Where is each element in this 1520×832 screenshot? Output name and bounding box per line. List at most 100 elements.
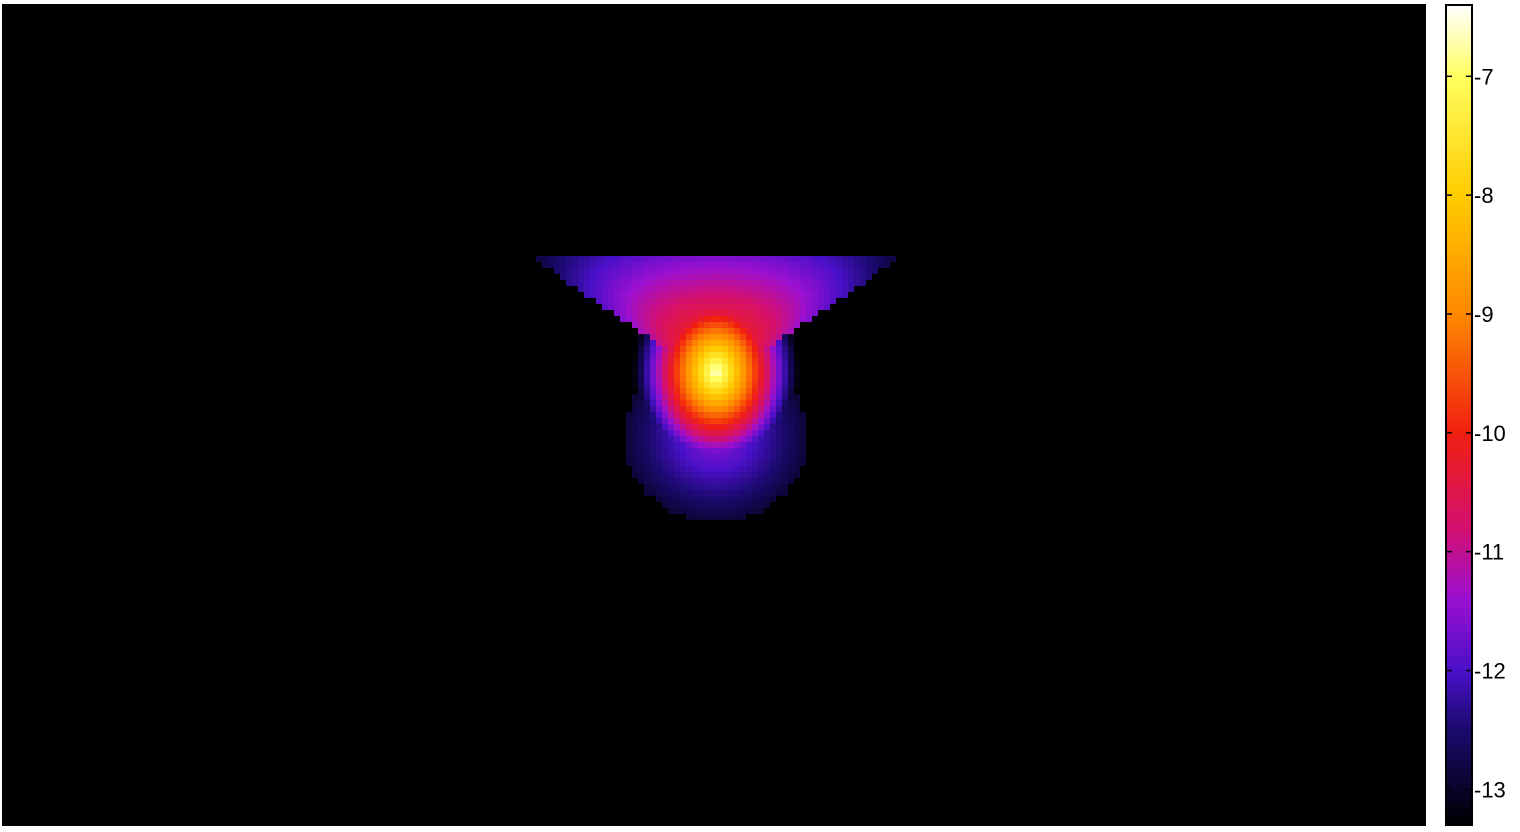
heatmap-plot-area xyxy=(2,4,1426,826)
heatmap-cell xyxy=(566,280,572,286)
heatmap-cell xyxy=(758,454,764,460)
heatmap-cell xyxy=(686,514,692,520)
heatmap-cell xyxy=(728,364,734,370)
heatmap-cell xyxy=(794,370,800,376)
heatmap-cell xyxy=(770,268,776,274)
heatmap-cell xyxy=(776,340,782,346)
heatmap-cell xyxy=(674,400,680,406)
heatmap-cell xyxy=(650,274,656,280)
heatmap-cell xyxy=(704,460,710,466)
heatmap-cell xyxy=(734,430,740,436)
heatmap-cell xyxy=(656,358,662,364)
heatmap-cell xyxy=(626,256,632,262)
heatmap-cell xyxy=(740,514,746,520)
heatmap-cell xyxy=(770,424,776,430)
heatmap-cell xyxy=(638,322,644,328)
heatmap-cell xyxy=(764,304,770,310)
heatmap-cell xyxy=(728,460,734,466)
heatmap-cell xyxy=(818,256,824,262)
heatmap-cell xyxy=(788,394,794,400)
heatmap-cell xyxy=(692,322,698,328)
heatmap-cell xyxy=(758,262,764,268)
heatmap-cell xyxy=(662,466,668,472)
heatmap-cell xyxy=(788,418,794,424)
heatmap-cell xyxy=(806,274,812,280)
heatmap-cell xyxy=(764,268,770,274)
heatmap-cell xyxy=(566,274,572,280)
heatmap-cell xyxy=(770,490,776,496)
heatmap-cell xyxy=(776,316,782,322)
heatmap-cell xyxy=(626,418,632,424)
heatmap-cell xyxy=(638,418,644,424)
heatmap-cell xyxy=(722,466,728,472)
heatmap-cell xyxy=(548,262,554,268)
heatmap-cell xyxy=(668,448,674,454)
heatmap-cell xyxy=(680,442,686,448)
heatmap-cell xyxy=(770,256,776,262)
heatmap-cell xyxy=(800,310,806,316)
heatmap-cell xyxy=(728,376,734,382)
heatmap-cell xyxy=(680,274,686,280)
heatmap-cell xyxy=(662,472,668,478)
heatmap-cell xyxy=(764,388,770,394)
heatmap-cell xyxy=(776,442,782,448)
heatmap-cell xyxy=(572,280,578,286)
heatmap-cell xyxy=(686,334,692,340)
heatmap-cell xyxy=(764,322,770,328)
heatmap-cell xyxy=(782,340,788,346)
heatmap-cell xyxy=(572,274,578,280)
heatmap-cell xyxy=(560,256,566,262)
heatmap-cell xyxy=(716,502,722,508)
heatmap-cell xyxy=(716,460,722,466)
heatmap-cell xyxy=(710,376,716,382)
heatmap-cell xyxy=(716,328,722,334)
heatmap-cell xyxy=(770,436,776,442)
heatmap-cell xyxy=(656,322,662,328)
heatmap-cell xyxy=(620,298,626,304)
heatmap-cell xyxy=(848,268,854,274)
heatmap-cell xyxy=(650,466,656,472)
heatmap-cell xyxy=(656,448,662,454)
heatmap-cell xyxy=(800,268,806,274)
heatmap-cell xyxy=(770,484,776,490)
heatmap-cell xyxy=(812,262,818,268)
heatmap-cell xyxy=(662,256,668,262)
heatmap-cell xyxy=(620,274,626,280)
heatmap-cell xyxy=(770,418,776,424)
heatmap-cell xyxy=(746,418,752,424)
heatmap-cell xyxy=(716,394,722,400)
heatmap-cell xyxy=(638,256,644,262)
heatmap-cell xyxy=(722,286,728,292)
heatmap-cell xyxy=(710,286,716,292)
heatmap-cell xyxy=(560,274,566,280)
heatmap-cell xyxy=(794,316,800,322)
heatmap-cell xyxy=(656,490,662,496)
heatmap-cell xyxy=(734,406,740,412)
heatmap-cell xyxy=(662,460,668,466)
heatmap-cell xyxy=(728,496,734,502)
heatmap-cell xyxy=(764,424,770,430)
heatmap-cell xyxy=(650,388,656,394)
heatmap-cell xyxy=(746,424,752,430)
heatmap-cell xyxy=(734,388,740,394)
heatmap-cell xyxy=(740,418,746,424)
heatmap-cell xyxy=(734,424,740,430)
heatmap-cell xyxy=(776,352,782,358)
heatmap-cell xyxy=(698,478,704,484)
heatmap-cell xyxy=(740,364,746,370)
heatmap-cell xyxy=(728,466,734,472)
heatmap-cell xyxy=(626,316,632,322)
heatmap-cell xyxy=(584,274,590,280)
heatmap-cell xyxy=(686,412,692,418)
heatmap-cell xyxy=(788,256,794,262)
heatmap-cell xyxy=(674,292,680,298)
heatmap-cell xyxy=(860,256,866,262)
heatmap-cell xyxy=(704,382,710,388)
heatmap-cell xyxy=(668,454,674,460)
heatmap-cell xyxy=(776,274,782,280)
heatmap-cell xyxy=(752,316,758,322)
heatmap-cell xyxy=(698,502,704,508)
heatmap-cell xyxy=(650,298,656,304)
heatmap-cell xyxy=(662,502,668,508)
heatmap-cell xyxy=(752,424,758,430)
